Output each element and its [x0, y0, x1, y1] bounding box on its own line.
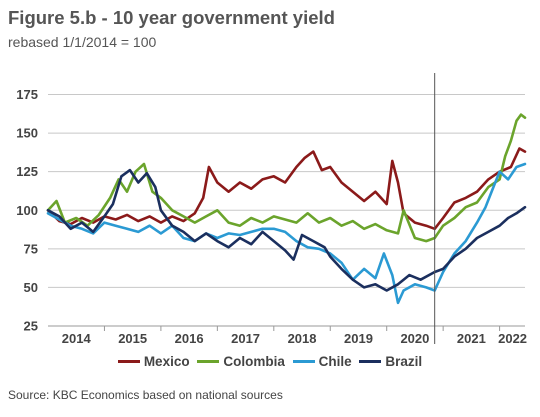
x-tick-label: 2018 — [288, 331, 317, 346]
chart-subtitle: rebased 1/1/2014 = 100 — [8, 34, 157, 50]
x-tick-label: 2014 — [62, 331, 92, 346]
x-tick-label: 2021 — [457, 331, 486, 346]
chart-title: Figure 5.b - 10 year government yield — [8, 7, 335, 28]
series-line-mexico — [46, 147, 527, 231]
legend-label-mexico: Mexico — [143, 354, 190, 369]
legend-swatch-chile — [292, 359, 315, 363]
x-tick-label: 2020 — [400, 331, 429, 346]
y-tick-label: 175 — [16, 87, 38, 102]
x-axis-ticks: 2014 2015 2016 2017 2018 2019 2020 2021 2022 — [48, 325, 527, 346]
x-tick-label: 2016 — [175, 331, 204, 346]
legend-label-brazil: Brazil — [385, 354, 423, 369]
legend-label-chile: Chile — [318, 354, 352, 369]
y-tick-label: 150 — [16, 126, 38, 141]
x-tick-label: 2015 — [118, 331, 147, 346]
legend-label-colombia: Colombia — [223, 354, 285, 369]
legend-item-colombia: Colombia — [197, 354, 285, 369]
legend-item-mexico: Mexico — [117, 354, 190, 369]
y-axis-ticks: 25 50 75 100 125 150 175 — [16, 87, 38, 333]
y-tick-label: 25 — [24, 319, 38, 334]
y-tick-label: 125 — [16, 164, 38, 179]
series-lines — [46, 113, 527, 305]
legend-swatch-mexico — [117, 359, 140, 363]
legend-swatch-colombia — [197, 359, 220, 363]
legend-swatch-brazil — [359, 359, 382, 363]
legend-item-brazil: Brazil — [359, 354, 422, 369]
gridlines — [48, 94, 525, 327]
source-note: Source: KBC Economics based on national … — [8, 388, 283, 402]
series-line-brazil — [46, 168, 527, 292]
legend: Mexico Colombia Chile Brazil — [0, 354, 540, 369]
y-tick-label: 100 — [16, 203, 38, 218]
y-tick-label: 75 — [24, 241, 38, 256]
x-tick-label: 2017 — [231, 331, 260, 346]
x-tick-label: 2022 — [498, 331, 527, 346]
x-tick-label: 2019 — [344, 331, 373, 346]
y-tick-label: 50 — [24, 280, 38, 295]
legend-item-chile: Chile — [292, 354, 352, 369]
series-line-chile — [46, 162, 527, 305]
series-line-colombia — [46, 113, 527, 243]
